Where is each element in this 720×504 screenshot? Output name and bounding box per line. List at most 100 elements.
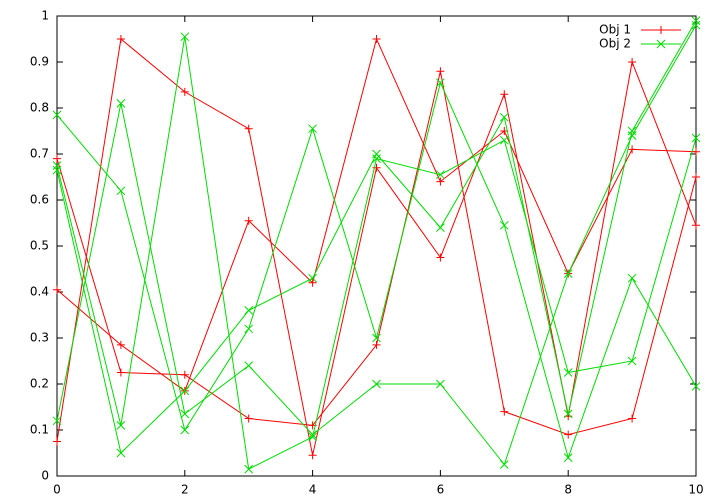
point-marker: [244, 324, 254, 334]
point-marker: [308, 124, 317, 134]
point-marker: [692, 147, 700, 156]
point-marker: [244, 124, 253, 133]
point-marker: [308, 430, 317, 439]
point-marker: [564, 430, 573, 439]
point-marker: [180, 409, 190, 419]
point-marker: [308, 432, 317, 442]
x-tick-label: 10: [688, 483, 703, 497]
y-tick-label: 0.7: [30, 147, 49, 161]
point-marker: [500, 90, 509, 99]
point-marker: [180, 386, 190, 396]
point-marker: [692, 173, 700, 181]
point-marker: [116, 368, 125, 377]
point-marker: [116, 186, 126, 196]
point-marker: [691, 20, 701, 30]
point-marker: [436, 67, 445, 76]
point-marker: [436, 253, 445, 262]
point-marker: [627, 356, 637, 366]
point-marker: [627, 126, 637, 136]
point-marker: [691, 16, 701, 25]
point-marker: [499, 112, 509, 122]
point-marker: [499, 460, 509, 469]
point-marker: [628, 414, 637, 423]
point-marker: [436, 177, 445, 186]
x-tick-label: 8: [564, 483, 572, 497]
point-marker: [436, 78, 445, 88]
point-marker: [499, 135, 509, 145]
y-tick-label: 0: [41, 469, 49, 483]
y-tick-label: 0.8: [30, 101, 49, 115]
point-marker: [500, 407, 509, 416]
point-marker: [628, 145, 637, 154]
series-line: [56, 36, 697, 470]
point-marker: [499, 220, 509, 230]
plot-frame: [56, 15, 697, 477]
point-marker: [372, 154, 381, 163]
x-tick-label: 2: [181, 483, 189, 497]
point-marker: [308, 273, 317, 283]
point-marker: [627, 273, 637, 283]
x-tick-label: 0: [53, 483, 61, 497]
point-marker: [180, 370, 189, 379]
point-marker: [53, 437, 61, 446]
y-tick-label: 0.1: [30, 423, 49, 437]
point-marker: [52, 110, 62, 120]
point-marker: [563, 368, 573, 377]
point-marker: [627, 131, 637, 140]
point-marker: [372, 340, 381, 349]
point-marker: [372, 149, 381, 159]
legend-marker: [656, 39, 666, 49]
y-tick-label: 0.6: [30, 193, 49, 207]
point-marker: [372, 379, 381, 389]
point-marker: [372, 163, 381, 172]
point-marker: [116, 421, 126, 430]
series-line: [56, 71, 697, 436]
legend-label: Obj 2: [599, 37, 631, 51]
y-tick-label: 0.4: [30, 285, 49, 299]
legend-marker: [657, 26, 665, 34]
point-marker: [116, 340, 125, 349]
series-line: [56, 24, 697, 466]
point-marker: [116, 35, 125, 43]
point-marker: [436, 379, 445, 389]
point-marker: [308, 451, 317, 460]
point-marker: [628, 58, 637, 66]
point-marker: [180, 32, 190, 42]
point-marker: [436, 170, 445, 180]
point-marker: [52, 161, 62, 170]
point-marker: [53, 154, 61, 163]
legend-label: Obj 1: [599, 23, 631, 37]
point-marker: [52, 416, 62, 426]
point-marker: [563, 269, 573, 278]
point-marker: [116, 448, 126, 458]
point-marker: [691, 133, 701, 143]
point-marker: [116, 99, 126, 108]
point-marker: [563, 409, 573, 419]
x-tick-label: 4: [309, 483, 317, 497]
point-marker: [563, 453, 573, 462]
y-tick-label: 0.2: [30, 377, 49, 391]
point-marker: [53, 285, 61, 294]
series-line: [56, 81, 697, 460]
y-tick-label: 0.9: [30, 55, 49, 69]
point-marker: [692, 221, 700, 230]
point-marker: [244, 414, 253, 423]
point-marker: [244, 361, 254, 370]
point-marker: [244, 306, 254, 315]
y-tick-label: 0.5: [30, 239, 49, 253]
point-marker: [52, 165, 62, 175]
series-line: [56, 38, 697, 456]
point-marker: [180, 87, 189, 96]
point-marker: [308, 278, 317, 287]
point-marker: [372, 35, 381, 43]
point-marker: [436, 223, 445, 232]
point-marker: [244, 216, 253, 225]
point-marker: [691, 381, 701, 391]
point-marker: [180, 425, 190, 435]
x-tick-label: 6: [437, 483, 445, 497]
y-tick-label: 1: [41, 9, 49, 23]
point-marker: [244, 464, 254, 474]
y-tick-label: 0.3: [30, 331, 49, 345]
